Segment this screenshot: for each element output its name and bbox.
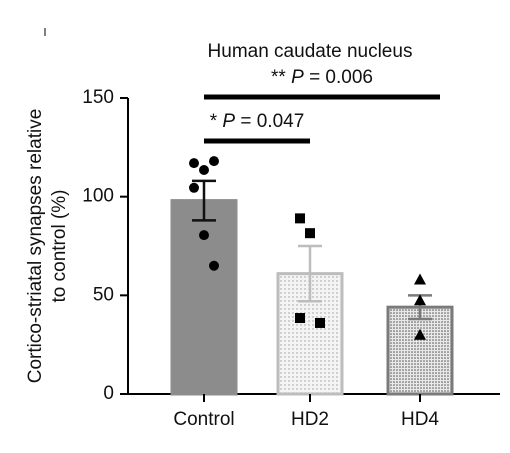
x-tick-label: Control — [173, 409, 234, 430]
p-value: = 0.047 — [240, 111, 304, 132]
data-point — [295, 213, 305, 224]
y-axis-label-line: to control (%) — [49, 190, 70, 303]
p-symbol: P — [291, 67, 304, 88]
stars: ** — [271, 67, 286, 88]
x-tick-label: HD4 — [401, 409, 439, 430]
y-tick-label: 100 — [82, 186, 114, 207]
data-point — [295, 313, 305, 324]
x-tick-label: HD2 — [291, 409, 329, 430]
data-point — [305, 228, 315, 239]
significance-label: * P = 0.047 — [210, 111, 305, 132]
data-point — [414, 328, 426, 340]
data-point — [315, 317, 325, 328]
y-tick-label: 50 — [93, 284, 114, 305]
y-tick-label: 150 — [82, 87, 114, 108]
data-point — [189, 182, 199, 193]
data-point — [189, 158, 199, 169]
data-point — [199, 165, 209, 176]
data-point — [209, 156, 219, 167]
significance-label: ** P = 0.006 — [271, 67, 373, 88]
bar — [170, 199, 238, 396]
data-point — [414, 294, 426, 306]
stars: * — [210, 111, 218, 132]
y-axis-label: Cortico-striatal synapses relative to con… — [25, 109, 70, 384]
p-symbol: P — [222, 111, 235, 132]
data-point — [414, 273, 426, 285]
y-tick-label: 0 — [103, 383, 114, 404]
data-point — [199, 230, 209, 241]
data-point — [209, 260, 219, 271]
chart-title: Human caudate nucleus — [208, 41, 413, 62]
p-value: = 0.006 — [309, 67, 373, 88]
y-axis-label-line: Cortico-striatal synapses relative — [25, 109, 46, 384]
